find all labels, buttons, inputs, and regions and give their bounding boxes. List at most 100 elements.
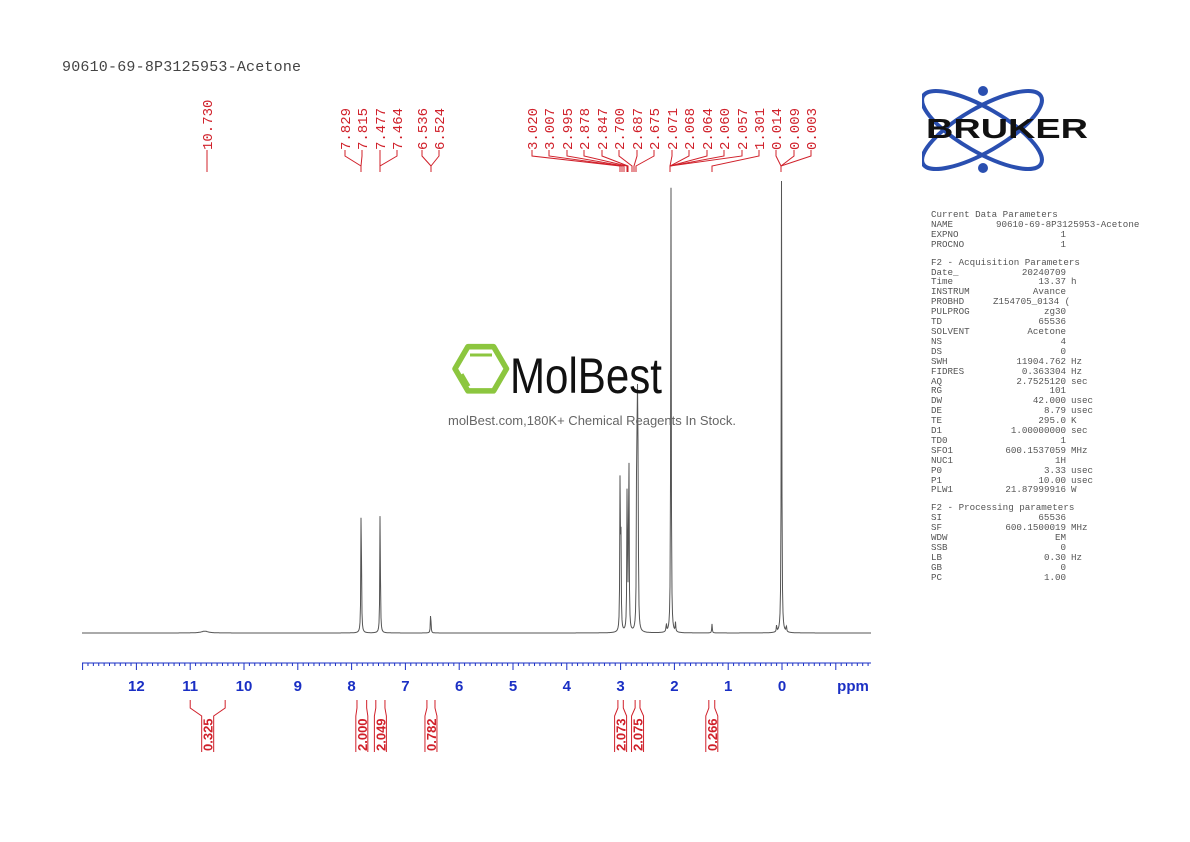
param-unit: Hz: [1071, 551, 1083, 563]
param-key: D1: [931, 425, 943, 437]
param-key: DE: [931, 405, 943, 417]
param-value: 1.00: [1043, 571, 1066, 583]
peak-label: 10.730: [201, 100, 217, 150]
axis-tick-label: 2: [670, 678, 678, 695]
param-unit: [1066, 317, 1071, 327]
peak-label-connector: [711, 150, 760, 172]
param-key: NUC1: [931, 454, 954, 466]
section-header: Current Data Parameters: [931, 209, 1058, 220]
param-unit: usec: [1071, 405, 1094, 417]
peak-label-connector: [780, 150, 795, 172]
peak-label: 7.815: [356, 108, 372, 150]
param-key: SFO1: [931, 444, 954, 456]
bruker-logo-text: BRUKER: [926, 113, 1088, 144]
param-row: SFO1 600.1537059 MHz: [931, 444, 1144, 456]
param-value: 0.363304: [1021, 365, 1066, 377]
axis-unit-label: ppm: [837, 678, 869, 695]
param-row: DE 8.79 usec: [931, 406, 1144, 416]
integral-value: 2.075: [631, 718, 646, 751]
axis-tick-label: 5: [509, 678, 517, 695]
param-row: LB 0.30 Hz: [931, 553, 1144, 563]
peak-label: 2.995: [561, 108, 577, 150]
param-row: TE 295.0 K: [931, 416, 1144, 426]
param-unit: [1066, 327, 1071, 337]
param-unit: sec: [1071, 375, 1088, 387]
param-value: 90610-69-8P3125953-Acetone: [996, 218, 1140, 230]
param-key: Time: [931, 276, 954, 288]
param-row: SSB 0: [931, 543, 1144, 553]
peak-label: 7.477: [374, 108, 390, 150]
param-key: INSTRUM: [931, 286, 970, 298]
param-unit: Hz: [1071, 355, 1083, 367]
peak-label-connector: [635, 150, 655, 172]
param-value: 4: [1060, 335, 1066, 347]
integral-bracket: [355, 700, 358, 752]
ppm-axis: 12 11 10 9 8 7 6 5 4 3 2 1 0 ppm: [82, 662, 871, 695]
peak-label-connector: [669, 150, 725, 172]
param-key: PC: [931, 571, 943, 583]
integral-bracket: [213, 700, 226, 752]
param-unit: [1066, 307, 1071, 317]
param-value: 21.87999916: [1005, 484, 1066, 496]
param-key: SOLVENT: [931, 325, 970, 337]
integral-value: 2.049: [373, 718, 388, 751]
param-row: TD 65536: [931, 317, 1144, 327]
param-unit: [1066, 297, 1071, 307]
peak-label: 2.060: [718, 108, 734, 150]
peak-label-connector: [583, 150, 628, 172]
param-unit: [1066, 230, 1071, 240]
peak-label: 0.003: [805, 108, 821, 150]
param-unit: [1066, 533, 1071, 543]
peak-label-connector: [618, 150, 633, 172]
param-key: SWH: [931, 355, 948, 367]
integral-value: 0.782: [424, 718, 439, 751]
peak-label: 2.847: [596, 108, 612, 150]
param-key: Date_: [931, 266, 959, 278]
param-unit: MHz: [1071, 444, 1088, 456]
acquisition-parameters-panel: Current Data Parameters NAME 90610-69-8P3…: [931, 210, 1144, 591]
integral-bracket: [631, 700, 636, 752]
param-row: TD0 1: [931, 436, 1144, 446]
param-key: SI: [931, 512, 943, 524]
peak-label-connector: [566, 150, 625, 172]
bruker-logo: BRUKER: [920, 84, 1092, 176]
param-value: 1: [1060, 434, 1066, 446]
peak-label-connector: [548, 150, 623, 172]
param-value: 600.1500019: [1005, 522, 1066, 534]
current-data-parameters: Current Data Parameters NAME 90610-69-8P3…: [931, 210, 1144, 250]
axis-tick-label: 11: [182, 678, 198, 695]
param-key: LB: [931, 551, 943, 563]
param-row: AQ 2.7525120 sec: [931, 375, 1144, 387]
axis-tick-label: 10: [236, 678, 253, 695]
section-header: F2 - Acquisition Parameters: [931, 256, 1080, 268]
param-row: SWH 11904.762 Hz: [931, 355, 1144, 367]
param-unit: [1066, 573, 1071, 583]
param-row: Date_ 20240709: [931, 266, 1144, 278]
param-row: RG 101: [931, 386, 1144, 396]
param-unit: h: [1071, 276, 1077, 288]
molbest-watermark-logo: MolBest: [452, 342, 667, 404]
param-key: P1: [931, 474, 943, 486]
peak-label-connector: [344, 150, 362, 172]
axis-tick-label: 0: [778, 678, 786, 695]
axis-tick-label: 8: [347, 678, 355, 695]
integral-bracket: [189, 700, 203, 752]
peak-label: 1.301: [753, 108, 769, 150]
param-key: AQ: [931, 375, 943, 387]
param-key: FIDRES: [931, 365, 965, 377]
peak-label: 0.014: [770, 108, 786, 150]
param-unit: sec: [1071, 425, 1088, 437]
peak-label: 7.464: [391, 108, 407, 150]
peak-label: 2.700: [613, 108, 629, 150]
param-unit: usec: [1071, 474, 1094, 486]
peak-label: 2.057: [736, 108, 752, 150]
peak-label-connector: [421, 150, 432, 172]
peak-label-connector: [531, 150, 621, 172]
param-value: 13.37: [1038, 276, 1066, 288]
peak-label: 2.064: [701, 108, 717, 150]
param-row: D1 1.00000000 sec: [931, 426, 1144, 436]
peak-label: 2.878: [578, 108, 594, 150]
axis-tick-label: 1: [724, 678, 732, 695]
param-value: 20240709: [1021, 266, 1066, 278]
